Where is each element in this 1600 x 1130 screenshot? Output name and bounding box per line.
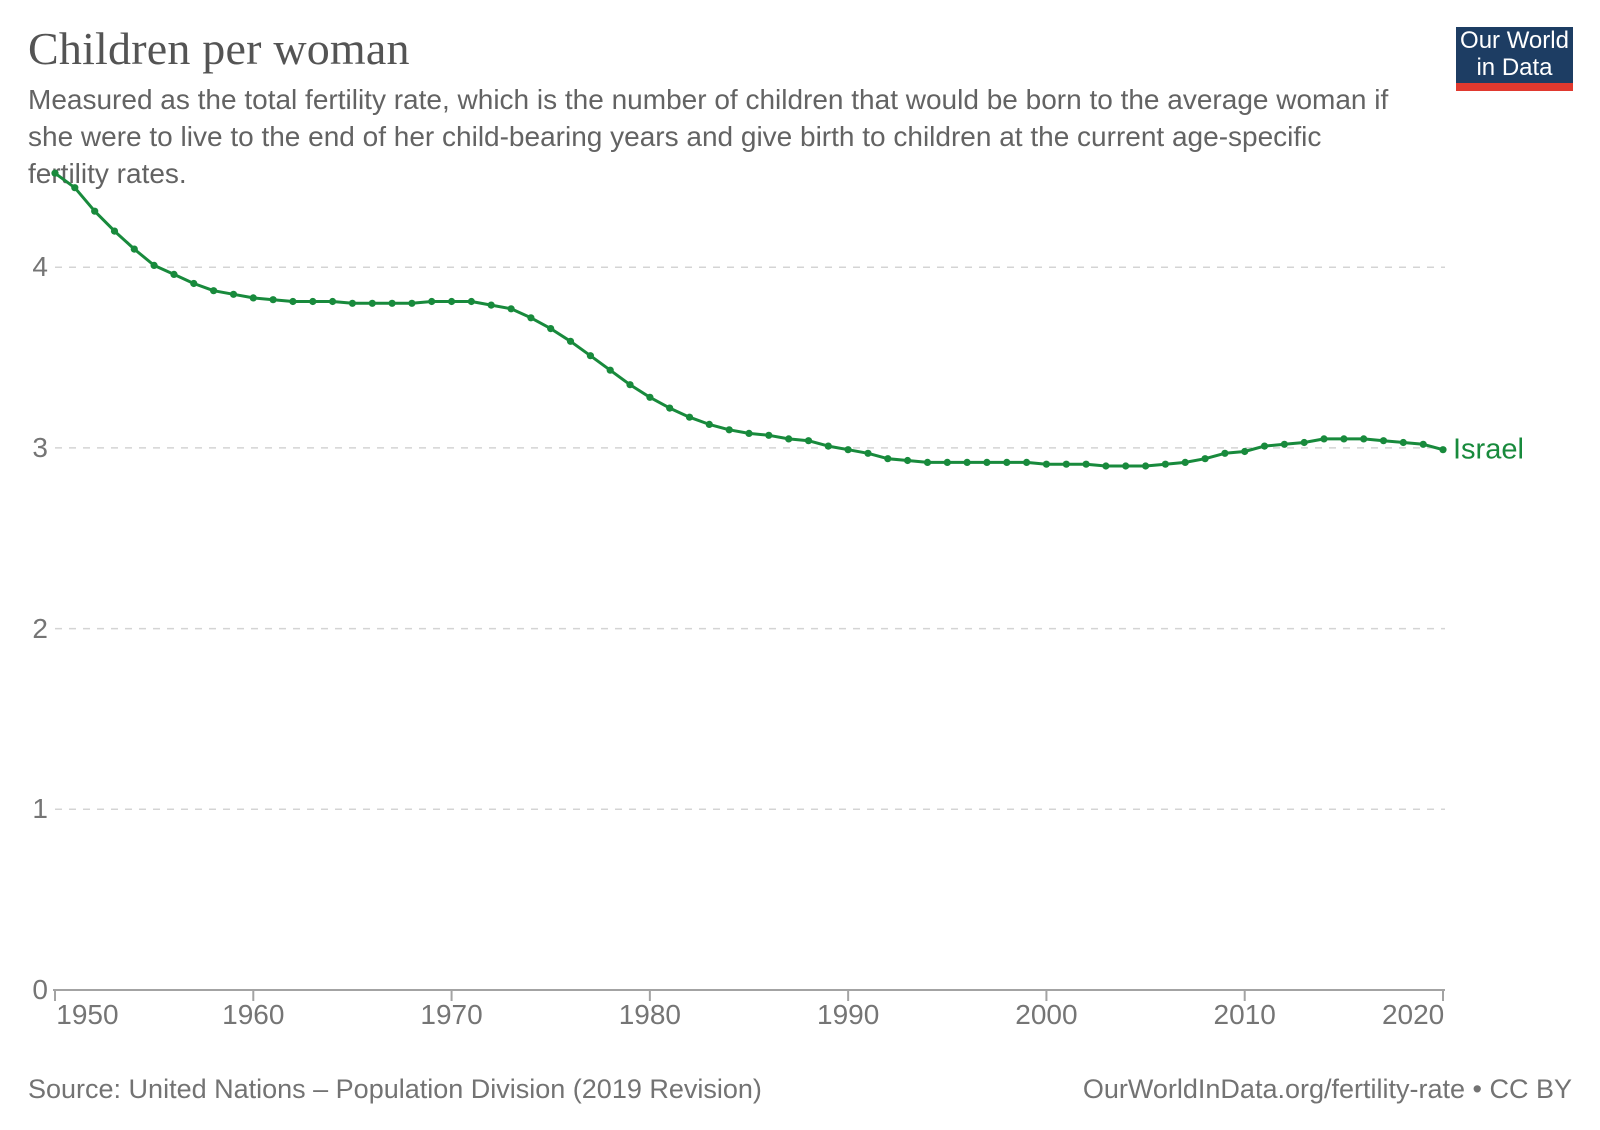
data-point-israel-1983[interactable] — [705, 420, 713, 428]
data-point-israel-1966[interactable] — [368, 299, 376, 307]
data-point-israel-2016[interactable] — [1360, 435, 1368, 443]
x-tick-label-1950: 1950 — [56, 999, 119, 1030]
x-tick-label-2010: 2010 — [1213, 999, 1276, 1030]
data-point-israel-1954[interactable] — [130, 245, 138, 253]
data-point-israel-1955[interactable] — [150, 261, 158, 269]
data-point-israel-2008[interactable] — [1201, 455, 1209, 463]
data-point-israel-1958[interactable] — [210, 287, 218, 295]
data-point-israel-2003[interactable] — [1102, 462, 1110, 470]
data-point-israel-1985[interactable] — [745, 429, 753, 437]
data-point-israel-2020[interactable] — [1439, 446, 1447, 454]
data-point-israel-1975[interactable] — [547, 325, 555, 333]
data-point-israel-2005[interactable] — [1142, 462, 1150, 470]
data-point-israel-1996[interactable] — [963, 458, 971, 466]
data-point-israel-1963[interactable] — [309, 297, 317, 306]
data-point-israel-1989[interactable] — [824, 442, 832, 450]
y-tick-label-0: 0 — [32, 974, 48, 1005]
data-point-israel-1961[interactable] — [269, 296, 277, 304]
data-point-israel-1977[interactable] — [586, 352, 595, 360]
y-tick-label-1: 1 — [32, 793, 48, 825]
data-point-israel-1974[interactable] — [527, 314, 535, 322]
data-point-israel-1956[interactable] — [170, 270, 178, 278]
data-point-israel-1994[interactable] — [923, 458, 932, 466]
data-point-israel-2007[interactable] — [1181, 458, 1189, 466]
data-point-israel-1999[interactable] — [1023, 458, 1031, 466]
data-point-israel-1982[interactable] — [685, 413, 694, 421]
data-point-israel-1970[interactable] — [448, 297, 456, 306]
owid-logo-line2: in Data — [1476, 54, 1553, 81]
owid-logo[interactable]: Our World in Data — [1456, 27, 1573, 91]
data-point-israel-1995[interactable] — [943, 458, 951, 466]
data-point-israel-2010[interactable] — [1241, 447, 1249, 456]
data-point-israel-2013[interactable] — [1300, 438, 1308, 447]
data-point-israel-1987[interactable] — [785, 435, 793, 443]
data-point-israel-1959[interactable] — [229, 290, 238, 298]
data-point-israel-1952[interactable] — [91, 207, 99, 215]
x-tick-label-1960: 1960 — [222, 999, 285, 1030]
data-point-israel-1986[interactable] — [765, 431, 773, 439]
series-label-israel[interactable]: Israel — [1453, 433, 1524, 466]
data-point-israel-1960[interactable] — [249, 294, 257, 302]
chart-footer: Source: United Nations – Population Divi… — [28, 1074, 1572, 1105]
data-point-israel-1950[interactable] — [51, 169, 59, 177]
data-point-israel-1967[interactable] — [388, 299, 396, 307]
x-tick-label-1980: 1980 — [618, 999, 681, 1030]
data-point-israel-1981[interactable] — [666, 404, 674, 412]
owid-logo-line1: Our World — [1460, 27, 1569, 55]
source-note: Source: United Nations – Population Divi… — [28, 1074, 762, 1104]
data-line-israel[interactable] — [53, 171, 1445, 468]
data-point-israel-1997[interactable] — [983, 458, 991, 466]
data-point-israel-1969[interactable] — [428, 297, 436, 306]
data-point-israel-1962[interactable] — [289, 297, 297, 306]
data-point-israel-2014[interactable] — [1320, 435, 1328, 443]
page-title: Children per woman — [28, 23, 410, 74]
data-point-israel-1972[interactable] — [487, 301, 495, 309]
data-point-israel-1968[interactable] — [408, 299, 416, 307]
data-point-israel-2019[interactable] — [1419, 440, 1427, 448]
data-point-israel-2001[interactable] — [1062, 460, 1070, 468]
x-tick-label-2000: 2000 — [1015, 999, 1078, 1030]
y-tick-label-2: 2 — [32, 612, 48, 644]
data-point-israel-1957[interactable] — [190, 279, 198, 288]
data-point-israel-2015[interactable] — [1340, 435, 1348, 443]
data-point-israel-2018[interactable] — [1399, 438, 1407, 447]
x-tick-label-2020: 2020 — [1381, 999, 1445, 1030]
y-tick-label-3: 3 — [32, 431, 48, 463]
data-point-israel-2002[interactable] — [1082, 460, 1090, 468]
data-point-israel-1992[interactable] — [884, 455, 892, 463]
data-point-israel-1993[interactable] — [904, 456, 912, 465]
data-point-israel-1971[interactable] — [467, 297, 475, 306]
data-point-israel-1979[interactable] — [626, 381, 634, 389]
data-point-israel-2012[interactable] — [1280, 440, 1288, 448]
page-subtitle: Measured as the total fertility rate, wh… — [28, 84, 1389, 189]
data-point-israel-1965[interactable] — [348, 299, 356, 307]
data-point-israel-1980[interactable] — [646, 393, 654, 401]
data-point-israel-1991[interactable] — [864, 449, 872, 457]
data-point-israel-1976[interactable] — [566, 337, 575, 345]
data-point-israel-1978[interactable] — [606, 366, 614, 374]
x-tick-label-1990: 1990 — [816, 999, 880, 1030]
y-tick-label-4: 4 — [32, 251, 48, 283]
data-point-israel-2017[interactable] — [1379, 437, 1388, 445]
data-point-israel-2006[interactable] — [1161, 460, 1169, 468]
data-point-israel-1964[interactable] — [329, 297, 337, 306]
data-point-israel-1988[interactable] — [804, 437, 813, 445]
data-point-israel-2000[interactable] — [1042, 460, 1050, 468]
data-point-israel-1984[interactable] — [725, 426, 733, 434]
data-point-israel-1990[interactable] — [844, 446, 852, 454]
license-note[interactable]: OurWorldInData.org/fertility-rate • CC B… — [1082, 1074, 1572, 1104]
data-point-israel-1973[interactable] — [507, 305, 515, 313]
data-point-israel-1953[interactable] — [110, 227, 119, 235]
data-point-israel-1951[interactable] — [71, 184, 79, 192]
data-point-israel-2009[interactable] — [1221, 449, 1229, 457]
data-point-israel-1998[interactable] — [1003, 458, 1011, 466]
data-point-israel-2004[interactable] — [1122, 462, 1130, 470]
data-point-israel-2011[interactable] — [1260, 442, 1269, 450]
x-tick-label-1970: 1970 — [420, 999, 483, 1030]
